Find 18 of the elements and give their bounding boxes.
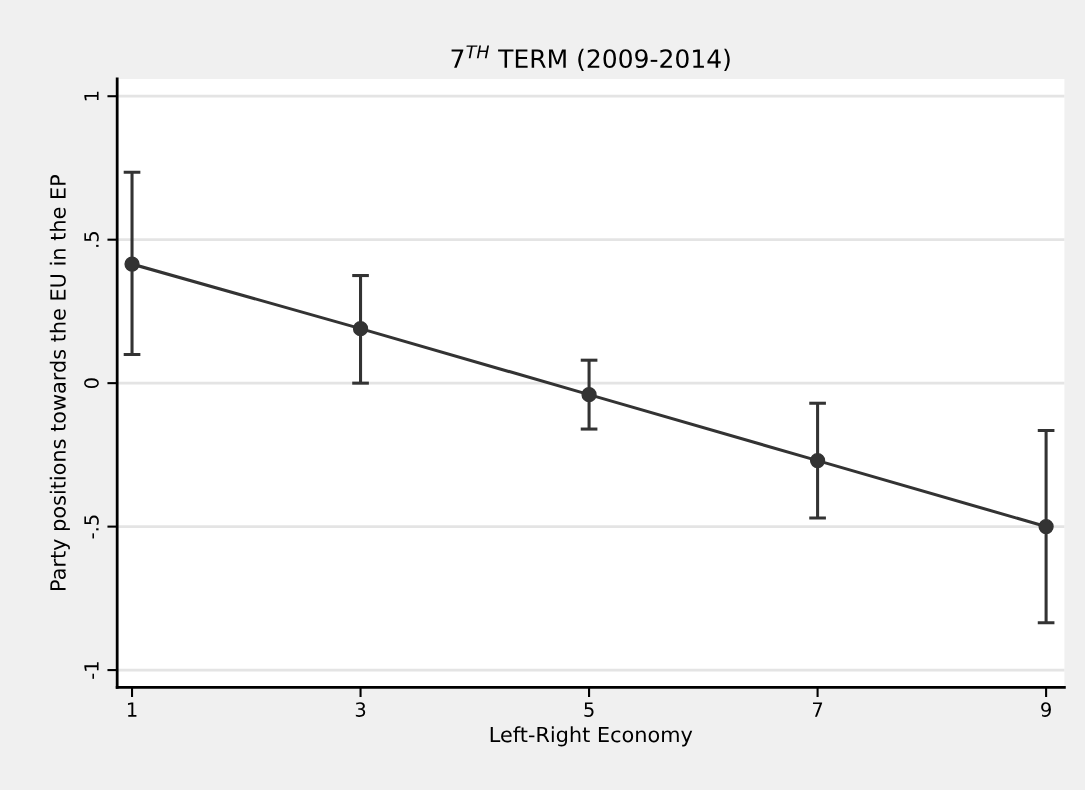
y-tick-label: -1 [84, 662, 99, 679]
point [1038, 518, 1054, 535]
chart-title: 7$^{TH}$ TERM (2009-2014) [451, 45, 730, 72]
y-tick-label: 0 [84, 378, 99, 389]
y-tick-label: 1 [84, 91, 99, 101]
y-axis-title: Party positions towards the EU in the EP [49, 175, 70, 590]
x-tick-label: 9 [1041, 702, 1051, 717]
x-tick-label: 3 [355, 702, 366, 717]
point [124, 256, 140, 272]
x-tick-label: 1 [127, 702, 137, 717]
point [352, 320, 369, 337]
point [581, 386, 597, 403]
y-tick-label: -.5 [84, 515, 99, 539]
x-axis-title: Left-Right Economy [490, 726, 693, 747]
y-tick-label: .5 [84, 232, 99, 247]
x-tick-label: 7 [813, 702, 823, 717]
x-tick-label: 5 [584, 702, 594, 717]
point [809, 452, 826, 469]
